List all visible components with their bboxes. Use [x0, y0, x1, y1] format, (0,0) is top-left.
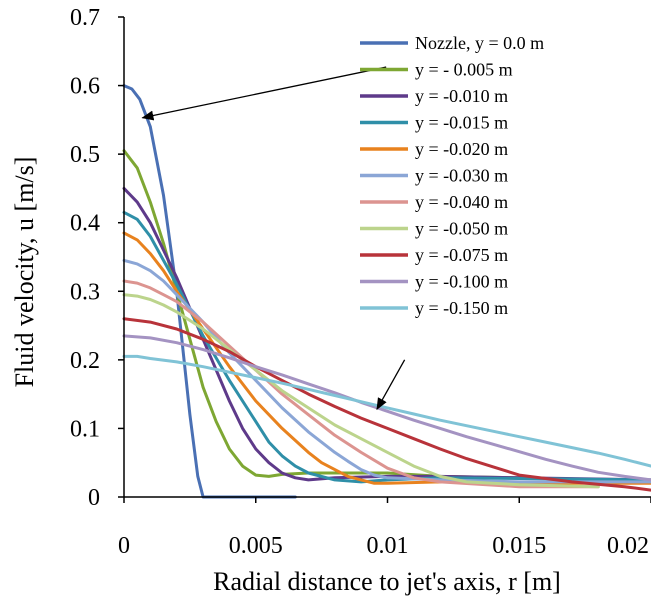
legend-label-8: y = -0.050 m	[415, 219, 508, 239]
legend-label-4: y = -0.015 m	[415, 113, 508, 133]
series-line-10	[122, 334, 651, 482]
y-tick-label: 0	[88, 485, 100, 511]
series-line-8	[122, 293, 600, 489]
legend: Nozzle, y = 0.0 m y = - 0.005 m y = -0.010…	[360, 33, 544, 318]
series-line-1	[122, 84, 297, 499]
legend-label-11: y = -0.150 m	[415, 298, 508, 318]
x-tick-label: 0.015	[492, 533, 546, 559]
legend-label-3: y = -0.010 m	[415, 86, 508, 106]
series-line-7	[122, 279, 600, 489]
x-tick-label: 0.005	[229, 533, 283, 559]
series-line-2	[122, 149, 600, 482]
y-tick-label: 0.3	[70, 279, 100, 305]
legend-label-6: y = -0.030 m	[415, 166, 508, 186]
series-line-4	[122, 210, 651, 484]
axes: 0 0.1 0.2 0.3 0.4 0.5 0.6 0.7 0 0.005 0.01 0.015 0.0…	[70, 5, 651, 559]
x-axis-title: Radial distance to jet's axis, r [m]	[213, 567, 561, 596]
annotations	[141, 66, 406, 411]
annotation-arrow-1	[141, 66, 387, 121]
y-tick-label: 0.6	[70, 74, 100, 100]
legend-label-2: y = - 0.005 m	[415, 60, 513, 80]
y-tick-label: 0.4	[70, 211, 100, 237]
x-tick-label: 0.01	[367, 533, 409, 559]
series-line-9	[122, 317, 651, 492]
series-line-5	[122, 231, 651, 485]
annotation-arrow-2	[376, 359, 406, 411]
y-tick-label: 0.7	[70, 5, 100, 31]
x-tick-label: 0	[118, 533, 130, 559]
legend-label-1: Nozzle, y = 0.0 m	[415, 33, 544, 53]
legend-label-7: y = -0.040 m	[415, 192, 508, 212]
y-axis-title: Fluid velocity, u [m/s]	[10, 157, 39, 388]
y-tick-label: 0.1	[70, 416, 100, 442]
plot-area	[122, 84, 651, 499]
legend-label-10: y = -0.100 m	[415, 272, 508, 292]
series-line-6	[122, 258, 651, 484]
x-tick-label: 0.02	[607, 533, 649, 559]
legend-label-9: y = -0.075 m	[415, 245, 508, 265]
y-tick-label: 0.2	[70, 348, 100, 374]
series-line-3	[122, 186, 651, 482]
y-tick-label: 0.5	[70, 142, 100, 168]
legend-label-5: y = -0.020 m	[415, 139, 508, 159]
series-line-11	[122, 354, 651, 468]
